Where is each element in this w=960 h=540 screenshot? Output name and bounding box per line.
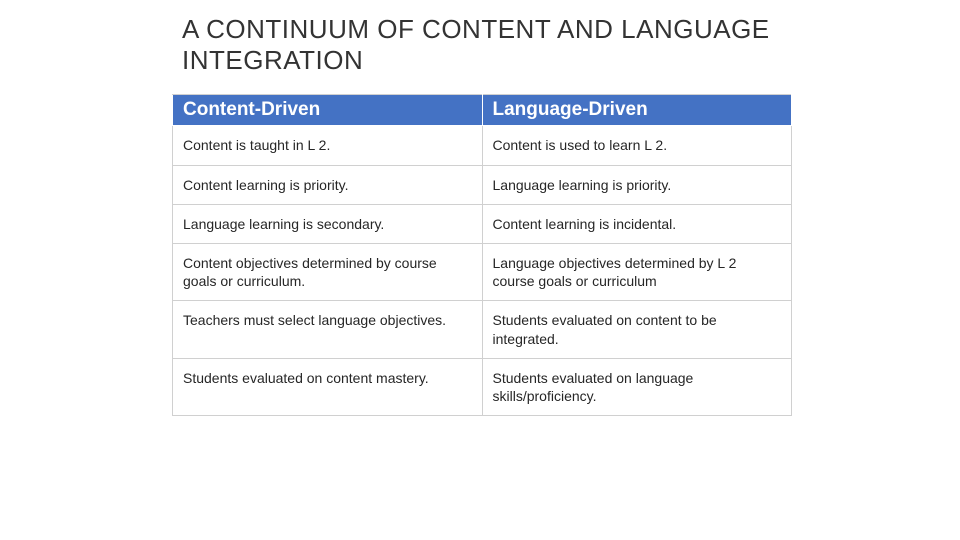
slide-title: A CONTINUUM OF CONTENT AND LANGUAGE INTE… [182, 14, 782, 76]
table-cell: Language objectives determined by L 2 co… [482, 243, 792, 300]
table-cell: Content objectives determined by course … [173, 243, 483, 300]
table-cell: Students evaluated on language skills/pr… [482, 358, 792, 415]
table-row: Content learning is priority. Language l… [173, 165, 792, 204]
comparison-table: Content-Driven Language-Driven Content i… [172, 94, 792, 416]
table-row: Students evaluated on content mastery. S… [173, 358, 792, 415]
table-cell: Teachers must select language objectives… [173, 301, 483, 358]
table-row: Content objectives determined by course … [173, 243, 792, 300]
table-cell: Content learning is priority. [173, 165, 483, 204]
table-cell: Content learning is incidental. [482, 204, 792, 243]
table-cell: Students evaluated on content to be inte… [482, 301, 792, 358]
table-row: Content is taught in L 2. Content is use… [173, 126, 792, 165]
slide-container: A CONTINUUM OF CONTENT AND LANGUAGE INTE… [0, 0, 960, 540]
table-row: Teachers must select language objectives… [173, 301, 792, 358]
table-cell: Content is taught in L 2. [173, 126, 483, 165]
table-cell: Language learning is priority. [482, 165, 792, 204]
table-header-row: Content-Driven Language-Driven [173, 95, 792, 126]
table-cell: Language learning is secondary. [173, 204, 483, 243]
table-cell: Students evaluated on content mastery. [173, 358, 483, 415]
column-header-language-driven: Language-Driven [482, 95, 792, 126]
table-row: Language learning is secondary. Content … [173, 204, 792, 243]
column-header-content-driven: Content-Driven [173, 95, 483, 126]
table-cell: Content is used to learn L 2. [482, 126, 792, 165]
